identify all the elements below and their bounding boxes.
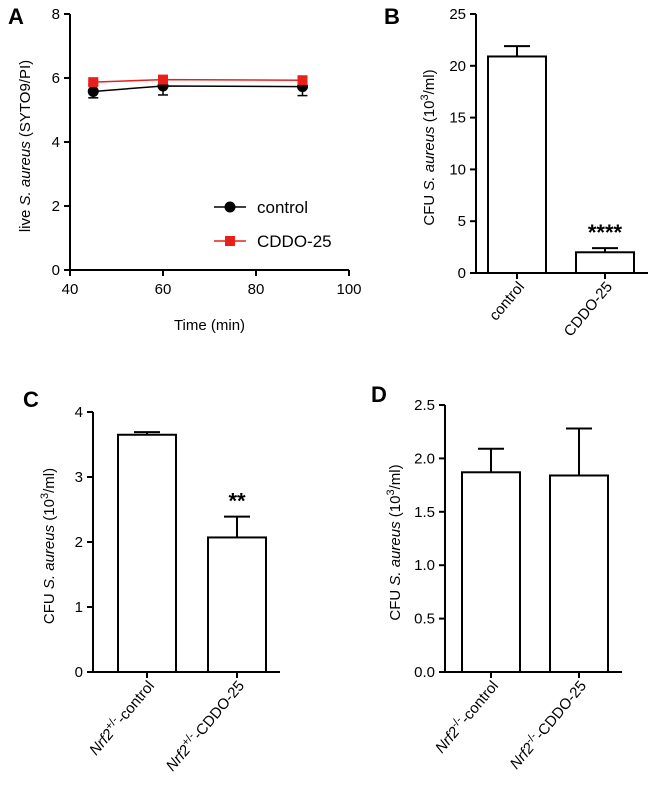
y-tick-label: 6: [52, 70, 60, 87]
axis-label-part: live: [17, 205, 34, 232]
y-tick-label: 1.0: [414, 557, 435, 574]
y-tick-label: 25: [449, 6, 466, 23]
y-tick-label: 0.0: [414, 664, 435, 681]
category-suffix: -control: [113, 678, 158, 727]
axis-label-part: (10: [421, 101, 438, 127]
panel-label: C: [23, 387, 39, 412]
y-axis-label: CFU S. aureus (103/ml): [419, 69, 438, 225]
bar: [207, 536, 267, 674]
category-suffix: -control: [457, 678, 502, 727]
y-tick-label: 0: [52, 262, 60, 279]
axis-label-part: 3: [385, 489, 397, 495]
bar: [487, 55, 547, 275]
significance-marker: **: [228, 489, 246, 514]
legend-marker: [225, 236, 235, 246]
y-tick-label: 1: [75, 599, 83, 616]
category-label: Nrf2-/--CDDO-25: [505, 676, 590, 772]
series-line-1: [93, 78, 303, 83]
axis-label-part: /ml): [41, 468, 58, 493]
axis-label-part: CFU: [421, 191, 438, 226]
axis-label-part: S. aureus: [41, 524, 58, 589]
axis-label-part: /ml): [387, 464, 404, 489]
axis-label-part: (10: [387, 496, 404, 522]
x-axis-label: Time (min): [174, 317, 245, 334]
data-point: [87, 85, 99, 97]
category-label: Nrf2+/--control: [85, 676, 158, 758]
bar: [117, 433, 177, 673]
legend-label: CDDO-25: [257, 232, 332, 251]
bar: [549, 474, 609, 673]
x-tick-label: 100: [336, 281, 361, 298]
axis-label-part: (10: [41, 499, 58, 525]
axis-label-part: 3: [39, 493, 51, 499]
axis-label-part: (SYTO9/PI): [17, 60, 34, 141]
significance-marker: ****: [588, 220, 623, 245]
bar: [575, 251, 635, 274]
y-tick-label: 4: [52, 134, 60, 151]
y-axis-label: live S. aureus (SYTO9/PI): [17, 60, 34, 232]
y-tick-label: 5: [458, 213, 466, 230]
data-point: [297, 75, 308, 86]
panel-label: A: [8, 4, 24, 29]
category-suffix: -CDDO-25: [190, 678, 249, 743]
y-tick-label: 15: [449, 110, 466, 127]
x-tick-label: 80: [248, 281, 265, 298]
bar: [461, 471, 521, 673]
category-label: Nrf2+/--CDDO-25: [161, 676, 248, 774]
y-tick-label: 20: [449, 58, 466, 75]
axis-label-part: CFU: [41, 589, 58, 624]
legend-marker: [224, 201, 236, 213]
axis-label-part: S. aureus: [387, 521, 404, 586]
panel-label: D: [371, 382, 387, 407]
y-axis-label: CFU S. aureus (103/ml): [385, 464, 404, 620]
legend-label: control: [257, 198, 308, 217]
panel-label: B: [384, 4, 400, 29]
data-point: [158, 74, 168, 85]
category-label: control: [486, 279, 528, 324]
y-tick-label: 1.5: [414, 504, 435, 521]
y-tick-label: 8: [52, 6, 60, 23]
data-point: [88, 77, 99, 88]
y-tick-label: 0: [458, 265, 466, 282]
y-tick-label: 10: [449, 161, 466, 178]
category-label: Nrf2-/--control: [430, 676, 502, 756]
x-tick-label: 60: [155, 281, 172, 298]
y-tick-label: 2: [75, 534, 83, 551]
axis-label-part: CFU: [387, 586, 404, 621]
y-tick-label: 2: [52, 198, 60, 215]
y-tick-label: 2.5: [414, 397, 435, 414]
axis-label-part: 3: [419, 94, 431, 100]
x-tick-label: 40: [62, 281, 79, 298]
y-tick-label: 0: [75, 664, 83, 681]
y-tick-label: 0.5: [414, 611, 435, 628]
series-line-0: [93, 85, 303, 93]
y-tick-label: 3: [75, 469, 83, 486]
axis-label-part: S. aureus: [421, 126, 438, 191]
y-tick-label: 2.0: [414, 450, 435, 467]
y-tick-label: 4: [75, 404, 83, 421]
category-suffix: -CDDO-25: [532, 678, 591, 743]
axis-label-part: S. aureus: [17, 141, 34, 206]
category-label: CDDO-25: [561, 279, 616, 340]
y-axis-label: CFU S. aureus (103/ml): [39, 468, 58, 624]
axis-label-part: /ml): [421, 69, 438, 94]
